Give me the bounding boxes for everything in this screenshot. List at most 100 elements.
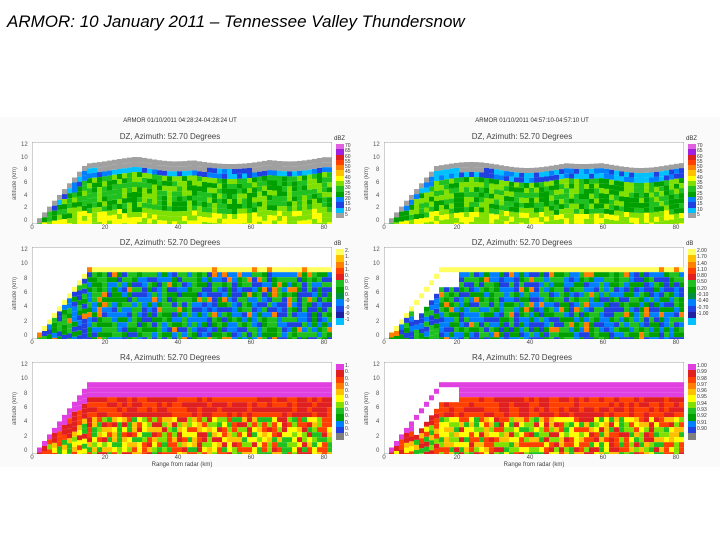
echo-cell xyxy=(217,452,222,454)
echo-cell xyxy=(317,382,322,388)
echo-cell xyxy=(524,267,529,273)
echo-cell xyxy=(152,387,157,393)
echo-cell xyxy=(579,189,584,194)
echo-cell xyxy=(212,178,217,184)
echo-cell xyxy=(152,337,157,339)
echo-cell xyxy=(669,267,674,273)
echo-cell xyxy=(584,277,589,283)
echo-cell xyxy=(242,402,247,408)
echo-cell xyxy=(419,223,424,224)
echo-cell xyxy=(509,196,514,202)
echo-cell xyxy=(679,437,684,443)
echo-cell xyxy=(157,447,162,453)
echo-cell xyxy=(564,332,569,338)
echo-cell xyxy=(237,322,242,328)
echo-cell xyxy=(654,287,659,293)
echo-cell xyxy=(659,412,664,418)
echo-cell xyxy=(439,175,444,181)
echo-cell xyxy=(494,442,499,448)
echo-cell xyxy=(147,407,152,413)
echo-cell xyxy=(469,217,474,222)
echo-cell xyxy=(202,407,207,413)
echo-cell xyxy=(474,452,479,454)
echo-cell xyxy=(187,427,192,433)
echo-cell xyxy=(317,422,322,428)
echo-cell xyxy=(152,277,157,283)
echo-cell xyxy=(117,432,122,438)
echo-cell xyxy=(544,206,549,212)
echo-cell xyxy=(499,215,504,221)
echo-cell xyxy=(297,422,302,428)
echo-cell xyxy=(87,223,92,224)
echo-cell xyxy=(559,272,564,278)
echo-cell xyxy=(272,292,277,298)
echo-cell xyxy=(197,287,202,293)
echo-cell xyxy=(207,177,212,183)
echo-cell xyxy=(137,452,142,454)
echo-cell xyxy=(227,297,232,303)
echo-cell xyxy=(212,322,217,328)
echo-cell xyxy=(37,337,42,339)
echo-cell xyxy=(674,422,679,428)
echo-cell xyxy=(514,287,519,293)
echo-cell xyxy=(499,297,504,303)
echo-cell xyxy=(307,387,312,393)
colorbar-label: 1.70 xyxy=(697,254,707,261)
echo-cell xyxy=(514,312,519,318)
echo-cell xyxy=(317,417,322,423)
echo-cell xyxy=(679,327,684,333)
echo-cell xyxy=(504,447,509,453)
echo-cell xyxy=(619,337,624,339)
echo-cell xyxy=(449,307,454,313)
echo-cell xyxy=(664,412,669,418)
colorbar-swatch xyxy=(688,144,696,150)
echo-cell xyxy=(282,337,287,339)
echo-cell xyxy=(287,422,292,428)
echo-cell xyxy=(167,402,172,408)
echo-cell xyxy=(242,312,247,318)
echo-cell xyxy=(669,412,674,418)
colorbar-label: 60 xyxy=(697,153,703,160)
echo-cell xyxy=(142,337,147,339)
echo-cell xyxy=(92,407,97,413)
y-axis-label: altitude (km) xyxy=(364,276,370,310)
echo-cell xyxy=(107,220,112,224)
echo-cell xyxy=(162,432,167,438)
echo-cell xyxy=(312,272,317,278)
echo-cell xyxy=(589,218,594,224)
echo-cell xyxy=(574,337,579,339)
echo-cell xyxy=(272,185,277,191)
echo-cell xyxy=(72,411,77,417)
echo-cell xyxy=(554,277,559,283)
echo-cell xyxy=(454,437,459,443)
echo-cell xyxy=(524,188,529,193)
x-tick-label: 0 xyxy=(30,225,34,231)
echo-cell xyxy=(484,317,489,323)
echo-cell xyxy=(67,193,72,199)
echo-cell xyxy=(262,447,267,453)
echo-cell xyxy=(584,189,589,194)
echo-cell xyxy=(674,267,679,273)
echo-cell xyxy=(544,277,549,283)
echo-cell xyxy=(212,332,217,338)
echo-cell xyxy=(192,407,197,413)
echo-cell xyxy=(322,442,327,448)
echo-cell xyxy=(227,322,232,328)
echo-cell xyxy=(317,312,322,318)
echo-cell xyxy=(604,173,609,179)
echo-cell xyxy=(579,204,584,209)
echo-cell xyxy=(227,199,232,204)
echo-cell xyxy=(604,168,609,174)
echo-cell xyxy=(589,332,594,338)
echo-cell xyxy=(277,322,282,328)
echo-cell xyxy=(292,332,297,338)
echo-cell xyxy=(514,302,519,308)
echo-cell xyxy=(267,412,272,418)
echo-cell xyxy=(514,407,519,413)
x-tick-label: 80 xyxy=(672,455,680,461)
echo-cell xyxy=(444,332,449,338)
echo-cell xyxy=(172,191,177,197)
echo-cell xyxy=(419,203,424,209)
colorbar-label: -1.00 xyxy=(697,310,709,317)
echo-cell xyxy=(619,442,624,448)
